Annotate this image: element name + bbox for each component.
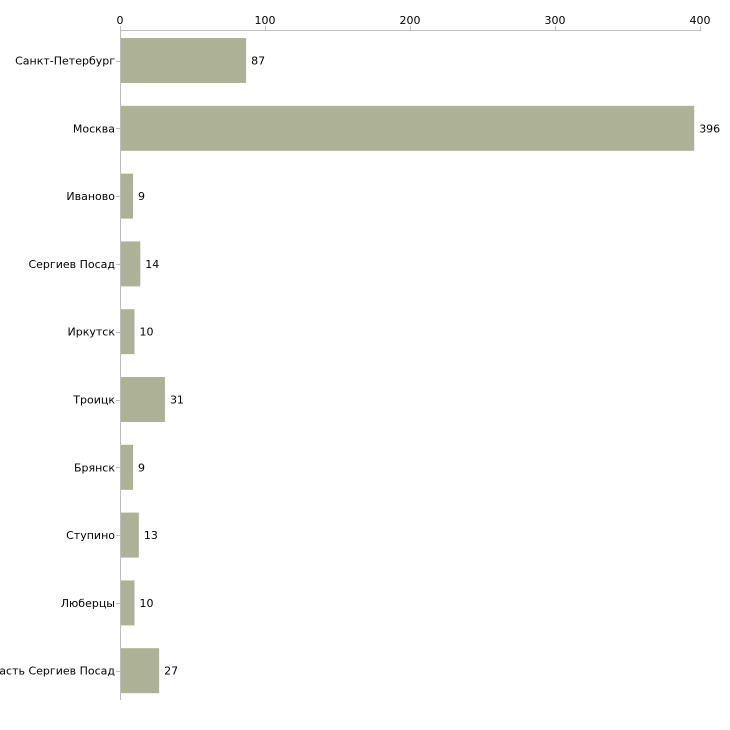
bar	[121, 377, 165, 422]
category-label: Люберцы	[61, 597, 115, 610]
category-label: Сергиев Посад	[28, 258, 115, 271]
bar-value-label: 396	[699, 122, 720, 135]
bar-value-label: 10	[140, 597, 154, 610]
category-label: Иваново	[66, 190, 115, 203]
bar	[121, 309, 135, 355]
category-label: Санкт-Петербург	[15, 55, 115, 68]
bar	[121, 173, 134, 219]
x-tick-label: 300	[545, 14, 566, 27]
bar-value-label: 87	[251, 55, 265, 68]
bar-series: 87 396 9 14 10 31 9 13 10 27	[121, 38, 720, 694]
bar-value-label: 9	[138, 461, 145, 474]
bar	[121, 105, 695, 151]
bar-value-label: 31	[170, 394, 184, 407]
x-axis: 0 100 200 300 400	[117, 14, 711, 31]
y-axis: Санкт-Петербург Москва Иваново Сергиев Поса…	[0, 30, 121, 700]
bar	[121, 444, 134, 490]
category-label: Троицк	[72, 394, 115, 407]
bar-value-label: 10	[140, 326, 154, 339]
bar	[121, 241, 141, 287]
x-tick-label: 200	[400, 14, 421, 27]
bar	[121, 648, 160, 694]
bar-value-label: 13	[144, 529, 158, 542]
bar-value-label: 14	[145, 258, 159, 271]
x-tick-label: 400	[690, 14, 711, 27]
bar-value-label: 9	[138, 190, 145, 203]
category-label: Ступино	[66, 529, 115, 542]
category-label: Иркутск	[68, 326, 116, 339]
bar	[121, 580, 135, 626]
category-label: ласть Сергиев Посад	[0, 665, 115, 678]
category-label: Москва	[73, 122, 115, 135]
bar	[121, 38, 247, 83]
x-tick-label: 100	[255, 14, 276, 27]
category-label: Брянск	[74, 461, 115, 474]
bar-value-label: 27	[164, 665, 178, 678]
x-tick-label: 0	[117, 14, 124, 27]
bar	[121, 512, 139, 558]
